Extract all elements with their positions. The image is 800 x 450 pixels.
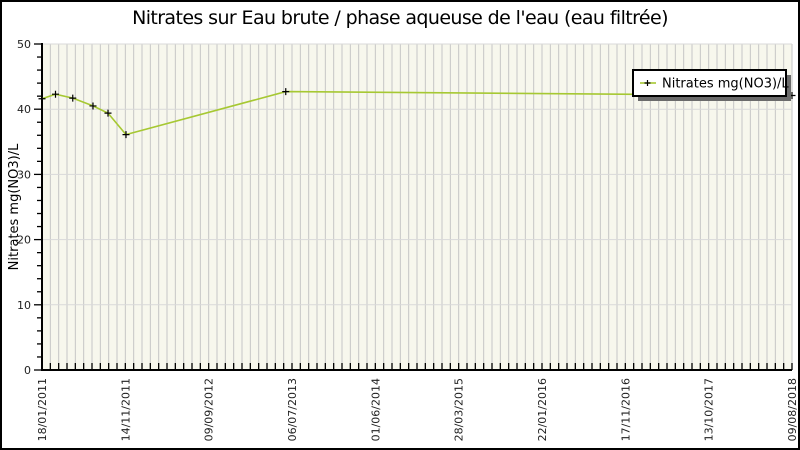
- y-tick-label: 0: [24, 364, 31, 377]
- y-tick-labels: 0 10 20 30 40 50: [17, 38, 31, 377]
- x-tick-label: 13/10/2017: [703, 378, 716, 441]
- data-point-marker: [52, 90, 59, 98]
- x-tick-label: 09/09/2012: [203, 378, 216, 441]
- y-tick-label: 30: [17, 168, 31, 181]
- x-tick-label: 18/01/2011: [36, 378, 49, 441]
- legend: Nitrates mg(NO3)/L: [632, 69, 791, 101]
- y-tick-label: 50: [17, 38, 31, 51]
- legend-label: Nitrates mg(NO3)/L: [662, 77, 789, 92]
- data-point-marker: [89, 102, 97, 110]
- y-ticks: [34, 43, 42, 371]
- y-tick-label: 20: [17, 234, 31, 247]
- data-point-marker: [38, 95, 46, 103]
- legend-sample-marker: [644, 80, 651, 86]
- x-tick-label: 06/07/2013: [286, 378, 299, 441]
- data-point-marker: [122, 131, 130, 139]
- data-point-marker: [104, 109, 112, 117]
- vertical-gridlines: [49, 44, 793, 370]
- x-tick-labels: 18/01/2011 14/11/2011 09/09/2012 06/07/2013…: [36, 378, 799, 441]
- data-line: [41, 90, 793, 136]
- data-point-marker: [69, 94, 77, 102]
- y-axis-title: Nitrates mg(NO3)/L: [7, 143, 22, 270]
- chart-title: Nitrates sur Eau brute / phase aqueuse d…: [132, 7, 668, 29]
- legend-box: [632, 69, 787, 97]
- x-tick-label: 09/08/2018: [786, 378, 799, 441]
- x-tick-label: 28/03/2015: [453, 378, 466, 441]
- x-tick-label: 14/11/2011: [119, 378, 132, 441]
- data-point-markers: [38, 88, 796, 139]
- data-point-marker: [282, 88, 290, 96]
- x-tick-label: 17/11/2016: [619, 378, 632, 441]
- x-tick-label: 01/06/2014: [369, 378, 382, 441]
- x-tick-label: 22/01/2016: [536, 378, 549, 441]
- y-tick-label: 40: [17, 103, 31, 116]
- x-ticks: [49, 363, 793, 370]
- y-tick-label: 10: [17, 299, 31, 312]
- horizontal-gridlines: [42, 43, 792, 306]
